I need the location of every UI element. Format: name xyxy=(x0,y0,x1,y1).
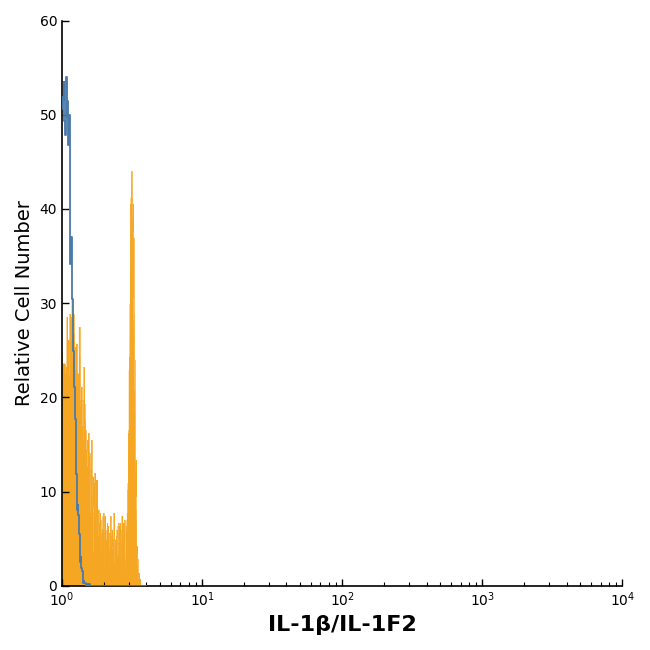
X-axis label: IL-1β/IL-1F2: IL-1β/IL-1F2 xyxy=(268,615,417,635)
Y-axis label: Relative Cell Number: Relative Cell Number xyxy=(15,200,34,406)
